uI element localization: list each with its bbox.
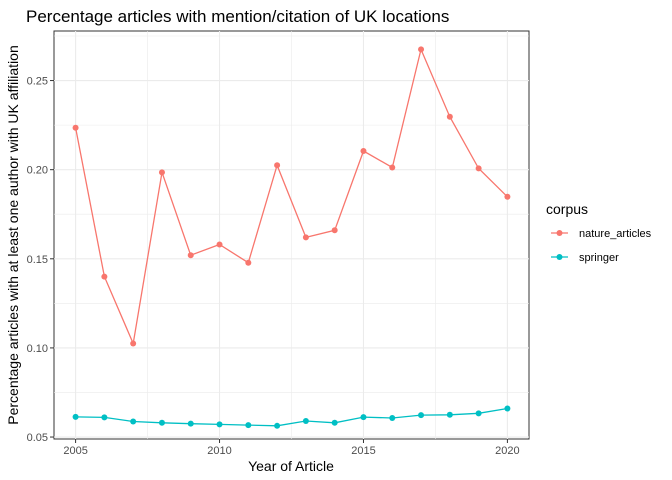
x-tick-label: 2020 (495, 445, 519, 457)
axes-layer: 2005 2010 2015 2020 0.05 0.10 0.15 0.20 0.25 (27, 76, 520, 457)
data-point (72, 124, 79, 131)
legend-label: nature_articles (579, 228, 652, 240)
data-point (158, 169, 165, 176)
data-point (446, 411, 453, 418)
data-point (187, 252, 194, 259)
x-tick-label: 2015 (351, 445, 375, 457)
y-tick-label: 0.20 (27, 165, 48, 177)
series-line (74, 47, 508, 346)
data-point (302, 417, 309, 424)
data-point (331, 227, 338, 234)
legend-key-point (556, 254, 563, 260)
data-point (475, 410, 482, 417)
data-point (72, 413, 79, 420)
series-nature_articles (72, 46, 511, 347)
y-tick-label: 0.05 (27, 432, 48, 444)
data-point (446, 113, 453, 120)
x-tick-label: 2005 (63, 445, 87, 457)
y-tick-label: 0.10 (27, 343, 48, 355)
data-point (101, 273, 108, 280)
data-point (360, 147, 367, 154)
data-point (360, 414, 367, 421)
data-point (130, 340, 137, 347)
data-point (475, 165, 482, 172)
data-point (130, 418, 137, 425)
data-point (245, 259, 252, 266)
y-tick-label: 0.15 (27, 254, 48, 266)
series-line (75, 407, 508, 427)
data-point (216, 241, 223, 248)
data-point (101, 414, 108, 421)
data-point (504, 193, 511, 200)
chart-title: Percentage articles with mention/citatio… (26, 7, 449, 26)
series-springer (72, 405, 511, 429)
grid-minor (54, 31, 529, 439)
data-point (504, 405, 511, 412)
y-tick-label: 0.25 (27, 76, 48, 88)
series-layer (72, 46, 511, 429)
legend-item: nature_articles (551, 228, 652, 240)
data-point (331, 419, 338, 426)
legend-title: corpus (546, 201, 588, 217)
data-point (245, 422, 252, 429)
data-point (418, 412, 425, 419)
y-axis-title: Percentage articles with at least one au… (5, 45, 21, 425)
legend-item: springer (551, 252, 619, 264)
data-point (302, 234, 309, 241)
legend: corpus nature_articles springer (546, 201, 652, 264)
data-point (389, 164, 396, 171)
data-point (158, 419, 165, 426)
x-tick-label: 2010 (207, 445, 231, 457)
grid-major (54, 31, 529, 439)
data-point (274, 422, 281, 429)
x-axis-title: Year of Article (248, 458, 334, 474)
data-point (418, 46, 425, 53)
data-point (216, 421, 223, 428)
legend-label: springer (579, 252, 619, 264)
legend-key-point (556, 230, 563, 236)
data-point (187, 420, 194, 427)
data-point (274, 162, 281, 169)
data-point (389, 414, 396, 421)
